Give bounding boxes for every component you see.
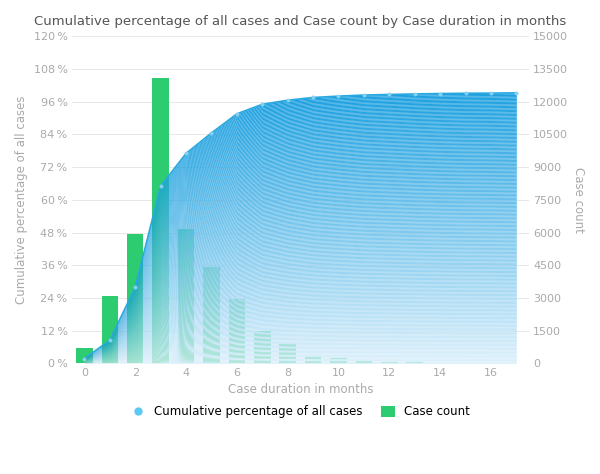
Bar bbox=[457, 363, 474, 364]
Point bbox=[436, 90, 445, 97]
Title: Cumulative percentage of all cases and Case count by Case duration in months: Cumulative percentage of all cases and C… bbox=[34, 15, 566, 28]
Bar bbox=[152, 78, 169, 364]
Bar bbox=[203, 267, 220, 364]
Point bbox=[105, 337, 115, 344]
Point bbox=[232, 110, 242, 118]
Bar bbox=[229, 299, 245, 364]
Point bbox=[385, 91, 394, 98]
Point bbox=[283, 96, 292, 104]
Point bbox=[486, 89, 496, 97]
Bar bbox=[305, 355, 322, 364]
Bar bbox=[330, 358, 347, 364]
Point bbox=[156, 182, 166, 190]
X-axis label: Case duration in months: Case duration in months bbox=[227, 383, 373, 396]
Bar bbox=[432, 363, 448, 364]
Y-axis label: Cumulative percentage of all cases: Cumulative percentage of all cases bbox=[15, 96, 28, 304]
Bar bbox=[280, 344, 296, 364]
Point bbox=[130, 283, 140, 291]
Bar bbox=[356, 361, 372, 364]
Legend: Cumulative percentage of all cases, Case count: Cumulative percentage of all cases, Case… bbox=[126, 401, 475, 423]
Bar bbox=[178, 229, 194, 364]
Point bbox=[308, 94, 318, 101]
Point bbox=[80, 355, 89, 362]
Bar bbox=[76, 348, 92, 364]
Y-axis label: Case count: Case count bbox=[572, 167, 585, 233]
Point bbox=[257, 100, 267, 108]
Point bbox=[206, 129, 216, 137]
Bar bbox=[406, 362, 423, 364]
Point bbox=[410, 90, 419, 98]
Point bbox=[181, 150, 191, 157]
Point bbox=[461, 90, 470, 97]
Point bbox=[334, 92, 343, 100]
Bar bbox=[127, 234, 143, 364]
Point bbox=[512, 89, 521, 97]
Bar bbox=[101, 296, 118, 364]
Point bbox=[359, 91, 368, 99]
Bar bbox=[254, 331, 271, 364]
Bar bbox=[381, 363, 398, 364]
